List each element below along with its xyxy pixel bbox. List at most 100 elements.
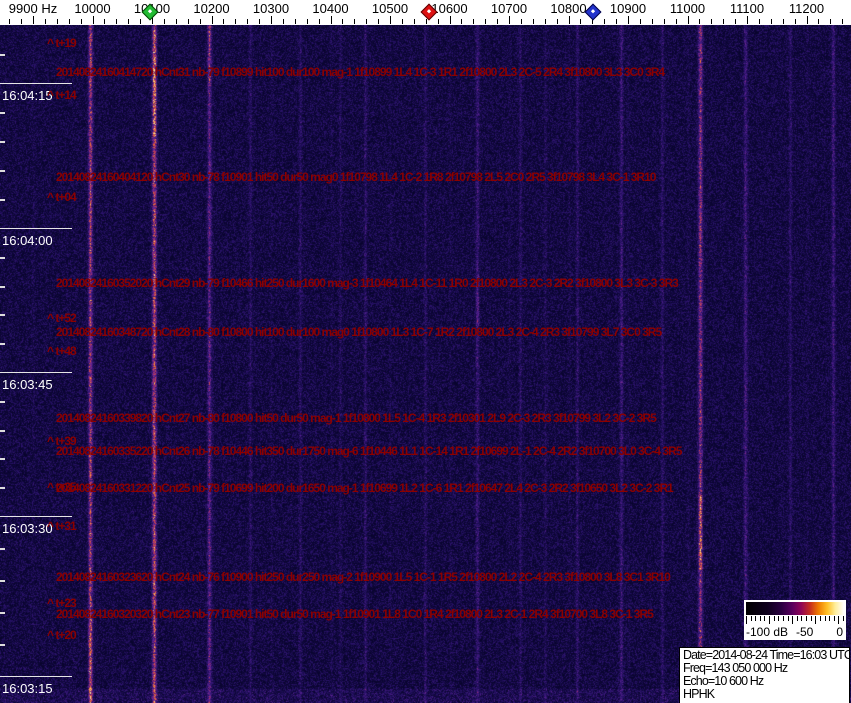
status-info-box: Date=2014-08-24 Time=16:03 UTC Freq=143 … [679,647,850,703]
freq-tick [187,19,189,24]
db-label-min: -100 dB [746,625,789,639]
db-ruler-ticks [746,616,844,625]
freq-tick [532,19,534,24]
freq-axis-label: 10200 [193,1,230,16]
db-ruler-tick [797,616,798,621]
freq-tick [163,19,165,24]
freq-tick [735,19,737,24]
freq-axis-label: 10800 [550,1,587,16]
freq-tick [282,19,284,24]
freq-tick [259,19,261,24]
db-ruler-tick [769,616,770,624]
freq-tick [758,19,760,24]
freq-tick [366,19,368,24]
freq-tick [92,16,94,24]
freq-tick [544,19,546,24]
db-ruler-tick [843,616,844,621]
freq-tick [687,16,689,24]
freq-tick [794,19,796,24]
freq-tick [235,19,237,24]
freq-tick [628,16,629,24]
freq-tick [723,19,725,24]
db-ruler-tick [760,616,761,621]
db-label-mid: -50 [796,625,814,639]
freq-tick [104,19,106,24]
freq-tick [80,19,82,24]
freq-axis-label: 10500 [371,1,409,16]
freq-tick [651,19,653,24]
freq-tick [211,16,213,24]
freq-tick [616,19,618,24]
freq-tick [199,19,201,24]
freq-tick [175,19,177,24]
db-ruler-tick [764,616,765,621]
freq-tick [437,19,439,24]
db-ruler-tick [792,616,793,624]
freq-tick [68,19,70,24]
freq-tick [830,19,832,24]
freq-tick [318,19,320,24]
db-ruler-tick [774,616,775,621]
freq-tick [140,19,142,24]
freq-axis-label: 11200 [788,1,825,16]
freq-axis-label: 10400 [312,1,349,16]
colormap-gradient [746,602,844,615]
freq-tick [247,19,249,24]
db-ruler-tick [834,616,835,621]
freq-tick [604,19,606,24]
spectrogram-canvas [0,25,851,703]
freq-tick [33,16,34,24]
db-ruler-tick [811,616,812,621]
freq-tick [639,19,641,24]
freq-tick [342,19,344,24]
freq-tick [390,16,391,24]
freq-tick [770,19,772,24]
info-date-time: Date=2014-08-24 Time=16:03 UTC [683,648,850,662]
db-labels: -100 dB -50 0 [744,625,846,639]
freq-tick [592,19,594,24]
freq-tick [294,19,296,24]
freq-tick [413,19,415,24]
freq-tick [580,19,582,24]
frequency-axis: 9900 Hz100001010010200103001040010500106… [0,0,851,25]
info-echo: Echo=10 600 Hz [683,674,764,688]
freq-tick [330,16,332,24]
db-ruler-tick [825,616,826,621]
freq-tick [425,19,427,24]
db-ruler-tick [778,616,779,621]
db-ruler-tick [788,616,789,621]
db-ruler-tick [755,616,756,621]
freq-tick [44,19,46,24]
freq-tick [116,19,118,24]
freq-tick [378,19,380,24]
freq-axis-label: 9900 Hz [8,1,58,16]
freq-tick [675,19,677,24]
freq-axis-label: 10600 [431,1,468,16]
db-ruler-tick [746,616,747,624]
freq-tick [128,19,130,24]
freq-tick [699,19,701,24]
db-label-max: 0 [836,625,843,639]
freq-axis-label: 10300 [252,1,290,16]
blue-marker-diamond-icon [584,3,602,21]
freq-tick [782,19,784,24]
db-scale-legend: -100 dB -50 0 [744,600,846,640]
freq-axis-label: 11000 [669,1,706,16]
freq-tick [556,19,558,24]
db-ruler-tick [806,616,807,621]
freq-tick [449,16,451,24]
freq-tick [747,16,748,24]
freq-tick [663,19,665,24]
freq-tick [485,19,487,24]
freq-axis-label: 10700 [490,1,528,16]
freq-tick [152,16,153,24]
info-station-code: HPHK [683,687,715,701]
freq-tick [461,19,463,24]
db-ruler-tick [801,616,802,621]
freq-tick [842,19,844,24]
db-ruler-tick [829,616,830,621]
freq-tick [568,16,570,24]
db-ruler-tick [815,616,816,624]
freq-tick [21,19,23,24]
